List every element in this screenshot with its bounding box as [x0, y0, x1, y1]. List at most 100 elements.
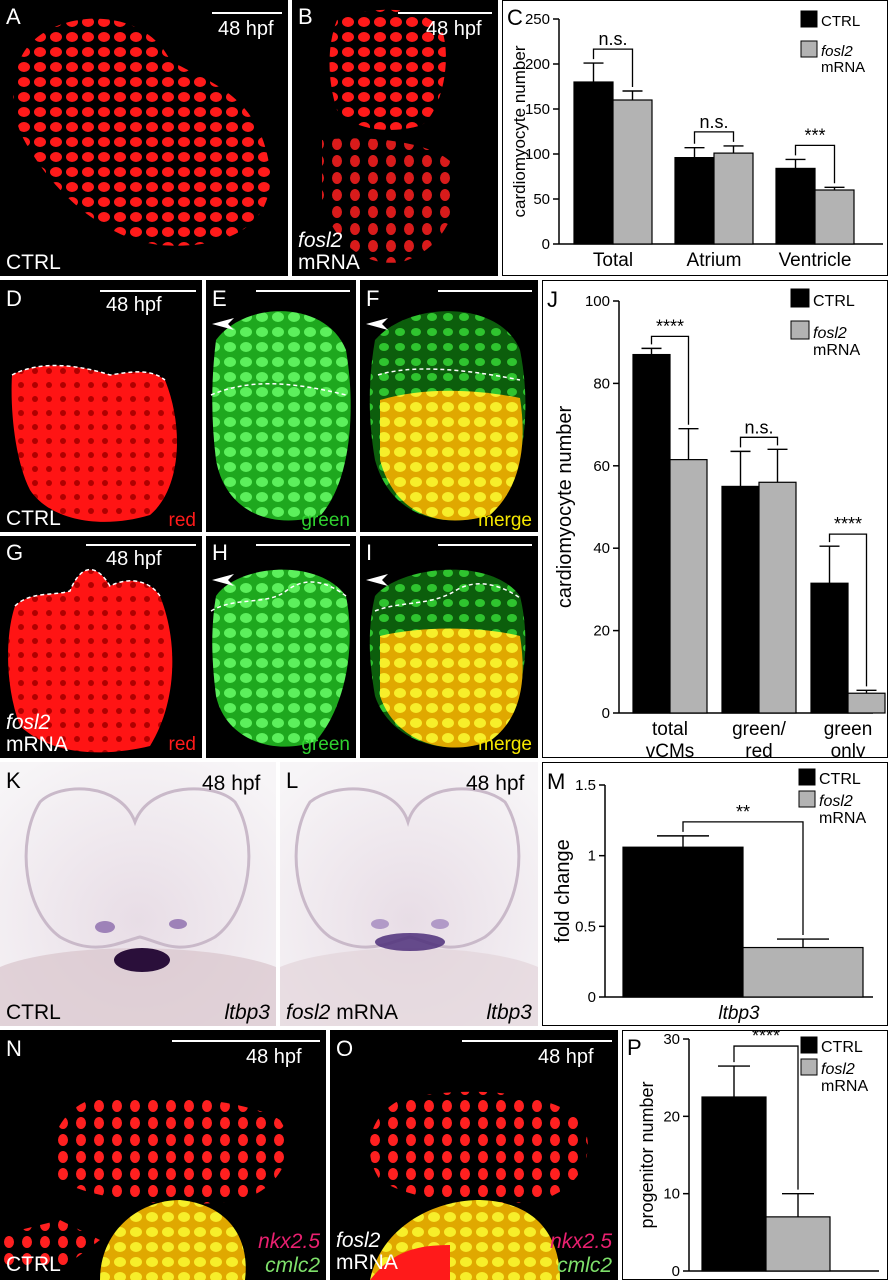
panel-label-g: G [6, 540, 24, 565]
panel-e: E green [206, 280, 356, 532]
probe-label: ltbp3 [224, 1001, 270, 1024]
mrna-label: mRNA [336, 1251, 398, 1275]
bar [847, 692, 886, 714]
chart-j: 0 20 40 60 80 100 cardiomyocyte number totalvCM… [554, 288, 886, 757]
panel-label-i: I [366, 540, 373, 565]
y-tick-label: 10 [663, 1186, 680, 1203]
y-tick-label: 30 [663, 1031, 680, 1048]
legend-label-ctrl: CTRL [819, 771, 861, 788]
scale-bar [462, 1040, 612, 1042]
channel-label: red [168, 734, 196, 755]
stage-label: 48 hpf [426, 18, 482, 40]
panel-label-m: M [547, 769, 566, 794]
scale-bar [256, 290, 350, 292]
channel-label: merge [478, 510, 532, 531]
bar [573, 81, 614, 245]
panel-label-j: J [547, 287, 558, 312]
legend-label-mrna: mRNA [819, 810, 866, 827]
panel-d-micrograph [11, 364, 177, 522]
category-label: green [824, 719, 873, 740]
y-tick-label: 80 [593, 375, 610, 392]
significance-bracket [693, 131, 735, 144]
chart-c: 0 50 100 150 200 250 cardiomyocyte number Total… [510, 10, 883, 271]
panel-l-ish-image [280, 762, 538, 1026]
y-axis-label: cardiomyocyte number [510, 45, 529, 217]
significance-bracket [650, 335, 690, 425]
significance-label: n.s. [744, 417, 773, 437]
panel-b-micrograph [322, 9, 458, 263]
panel-p: P 0 10 20 30 progenitor number **** CTRL fosl2 m… [622, 1030, 888, 1280]
channel-label: green [301, 734, 350, 755]
legend-label-gene: fosl2 [821, 43, 853, 60]
y-tick-label: 20 [663, 1108, 680, 1125]
panel-label-h: H [212, 540, 228, 565]
panel-label-e: E [212, 286, 227, 311]
legend-swatch-fosl2 [800, 1058, 818, 1076]
stage-label: 48 hpf [538, 1046, 594, 1068]
panel-g: G 48 hpf fosl2 mRNA red [0, 536, 202, 758]
condition-label: CTRL [6, 1253, 61, 1276]
gene-name: fosl2 [336, 1229, 381, 1252]
condition-label: CTRL [6, 1001, 61, 1024]
legend-label-gene: fosl2 [819, 793, 853, 810]
panel-label-a: A [6, 4, 21, 29]
panel-label-d: D [6, 286, 22, 311]
category-label: Atrium [687, 250, 742, 271]
stage-label: 48 hpf [106, 548, 162, 570]
legend-label-gene: fosl2 [813, 325, 847, 342]
y-tick-label: 0.5 [575, 918, 596, 935]
y-tick-label: 40 [593, 540, 610, 557]
condition-label: fosl2 mRNA [336, 1229, 398, 1275]
panel-j: J 0 20 40 60 80 100 cardiomyocyte number total v… [542, 280, 888, 758]
panel-h-micrograph [210, 569, 350, 747]
y-tick-label: 100 [585, 293, 610, 310]
significance-bracket [794, 144, 836, 184]
legend-swatch-fosl2 [790, 320, 810, 340]
channel-label-cmlc: cmlc2 [265, 1254, 320, 1277]
category-label: Ventricle [779, 250, 852, 271]
bar [713, 152, 754, 245]
panel-d: D 48 hpf CTRL red [0, 280, 202, 532]
arrowhead-icon [366, 574, 388, 586]
y-axis-label: cardiomyocyte number [554, 406, 576, 609]
condition-label: fosl2 mRNA [6, 711, 68, 757]
panel-label-b: B [298, 4, 313, 29]
channel-label: green [301, 510, 350, 531]
channel-label: red [168, 510, 196, 531]
legend-swatch-fosl2 [798, 790, 816, 808]
y-tick-label: 0 [602, 705, 610, 722]
panel-e-micrograph [210, 311, 351, 521]
significance-label: **** [834, 514, 862, 534]
condition-label: fosl2 mRNA [298, 229, 360, 275]
scale-bar [172, 1040, 320, 1042]
y-tick-label: 1 [588, 848, 596, 865]
mrna-label: mRNA [6, 733, 68, 757]
y-tick-label: 20 [593, 623, 610, 640]
legend-label-gene: fosl2 [821, 1061, 855, 1078]
arrowhead-icon [366, 318, 388, 330]
panel-label-p: P [627, 1035, 642, 1060]
bar [632, 353, 671, 714]
y-tick-label: 0 [542, 236, 550, 253]
significance-label: ** [736, 802, 750, 822]
significance-label: **** [656, 316, 684, 336]
y-tick-label: 60 [593, 458, 610, 475]
panel-g-micrograph [8, 568, 173, 753]
mrna-label: mRNA [298, 251, 360, 275]
bar [622, 846, 744, 998]
channel-label-nkx: nkx2.5 [550, 1230, 612, 1253]
bar [674, 157, 715, 245]
legend-swatch-ctrl [798, 768, 816, 786]
y-tick-label: 150 [525, 101, 550, 118]
stage-label: 48 hpf [466, 772, 525, 795]
scale-bar [256, 544, 350, 546]
bar [814, 189, 855, 245]
legend-label-ctrl: CTRL [821, 13, 860, 30]
stage-label: 48 hpf [202, 772, 261, 795]
y-tick-label: 50 [533, 191, 550, 208]
scale-bar [212, 12, 282, 14]
y-tick-label: 100 [525, 146, 550, 163]
panel-n-micrograph [0, 1096, 288, 1280]
legend-label-mrna: mRNA [821, 59, 865, 76]
